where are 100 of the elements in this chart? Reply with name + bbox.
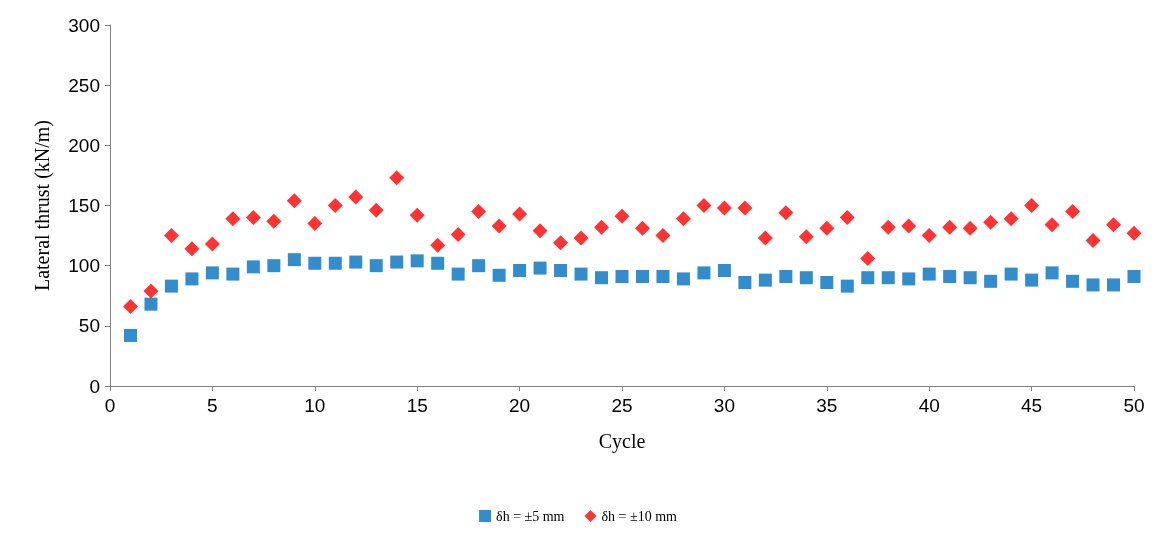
point	[451, 267, 465, 281]
point	[205, 266, 219, 280]
point	[860, 250, 876, 266]
point	[595, 271, 609, 285]
y-tick-label: 250	[68, 74, 100, 96]
point	[1066, 274, 1080, 288]
point	[204, 236, 220, 252]
point	[245, 210, 261, 226]
point	[532, 223, 548, 239]
point	[450, 226, 466, 242]
point	[431, 256, 445, 270]
point	[1085, 232, 1101, 248]
point	[286, 193, 302, 209]
point	[1004, 267, 1018, 281]
point	[943, 270, 957, 283]
point	[328, 256, 342, 270]
point	[1045, 266, 1059, 280]
x-tick-label: 20	[509, 395, 531, 416]
y-axis-title: Lateral thrust (kN/m)	[31, 119, 54, 292]
point	[308, 256, 322, 270]
y-tick-label: 200	[68, 134, 100, 156]
point	[410, 254, 424, 268]
x-tick-label: 0	[104, 395, 116, 416]
point	[533, 261, 547, 275]
point	[369, 259, 383, 273]
point	[757, 230, 773, 246]
point	[861, 271, 875, 285]
point	[820, 276, 834, 290]
point	[798, 229, 814, 245]
point	[512, 206, 528, 222]
point	[717, 263, 731, 277]
point	[1086, 278, 1100, 292]
point	[1126, 225, 1142, 241]
point	[738, 276, 752, 290]
point	[901, 218, 917, 234]
point	[553, 235, 569, 251]
point	[471, 204, 487, 220]
point	[983, 214, 999, 230]
legend-label: δh = ±5 mm	[496, 508, 565, 524]
point	[554, 263, 568, 277]
point	[389, 170, 405, 186]
point	[327, 198, 343, 213]
point	[144, 297, 158, 311]
point	[226, 267, 240, 281]
x-tick-label: 40	[918, 395, 940, 416]
x-tick-label: 35	[816, 395, 838, 416]
x-tick-label: 10	[304, 395, 326, 416]
point	[697, 266, 711, 280]
point	[1106, 217, 1122, 233]
point	[984, 274, 998, 288]
point	[185, 272, 199, 286]
point	[819, 220, 835, 236]
y-tick-label: 50	[78, 315, 100, 337]
point	[696, 198, 712, 213]
point	[163, 228, 179, 244]
point	[655, 228, 671, 244]
point	[266, 213, 282, 229]
x-tick-label: 5	[207, 395, 218, 416]
point	[635, 270, 649, 283]
x-axis-title: Cycle	[598, 430, 646, 453]
y-tick-label: 150	[68, 195, 100, 216]
point	[390, 255, 404, 269]
point	[349, 255, 363, 269]
point	[472, 259, 486, 273]
point	[778, 205, 794, 221]
point	[758, 273, 772, 287]
point	[716, 200, 732, 216]
x-tick-label: 50	[1123, 395, 1145, 416]
point	[594, 219, 610, 235]
point	[164, 279, 178, 293]
point	[225, 211, 241, 227]
point	[1107, 278, 1121, 292]
y-tick-label: 0	[89, 375, 100, 397]
point	[942, 219, 958, 235]
point	[615, 270, 629, 283]
point	[246, 260, 260, 274]
point	[881, 271, 895, 285]
point	[1025, 273, 1039, 287]
point	[779, 270, 793, 283]
point	[839, 210, 855, 226]
point	[122, 299, 138, 315]
point	[143, 283, 159, 299]
x-tick-label: 45	[1021, 395, 1043, 416]
point	[430, 237, 446, 253]
point	[656, 270, 670, 283]
point	[123, 328, 137, 342]
point	[1024, 198, 1040, 213]
point	[1044, 217, 1060, 233]
point	[676, 272, 690, 286]
point	[574, 267, 588, 281]
point	[287, 253, 301, 267]
x-tick-label: 25	[611, 395, 633, 416]
point	[1065, 204, 1081, 220]
point	[491, 218, 507, 234]
point	[840, 279, 854, 293]
point	[902, 272, 916, 286]
point	[737, 200, 753, 216]
point	[513, 263, 527, 277]
point	[922, 267, 936, 281]
point	[184, 241, 200, 257]
